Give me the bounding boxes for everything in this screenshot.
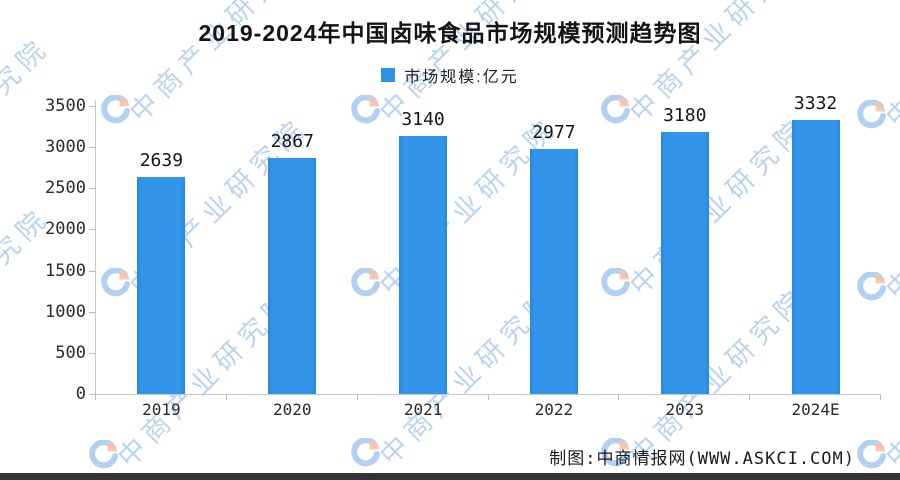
y-axis-tick — [89, 270, 95, 272]
y-axis-tick — [89, 106, 95, 107]
x-axis-tick — [749, 395, 751, 400]
y-axis-tick — [89, 229, 95, 231]
value-label-2020: 2867 — [270, 131, 314, 153]
askci-logo-icon — [857, 440, 886, 469]
y-axis-label-500: 500 — [55, 342, 86, 363]
x-axis-label-2024E: 2024E — [791, 400, 840, 419]
y-axis-tick — [89, 352, 95, 354]
value-label-2024E: 3332 — [793, 92, 838, 114]
x-axis-tick — [356, 395, 358, 400]
legend-label: 市场规模:亿元 — [404, 69, 519, 86]
source-note: 制图:中商情报网(WWW.ASKCI.COM) — [549, 449, 855, 469]
legend-swatch — [381, 68, 396, 82]
value-label-2019: 2639 — [139, 149, 184, 171]
y-axis-label-1500: 1500 — [45, 260, 86, 281]
y-axis-label-3000: 3000 — [45, 137, 86, 158]
x-axis-label-2022: 2022 — [534, 400, 574, 419]
y-axis-tick — [89, 311, 95, 313]
askci-logo-icon — [89, 440, 118, 469]
x-axis-tick — [618, 395, 620, 400]
x-axis-label-2020: 2020 — [272, 400, 312, 419]
x-axis-label-2021: 2021 — [403, 400, 443, 419]
y-axis-tick — [89, 188, 95, 190]
y-axis-label-1000: 1000 — [45, 301, 86, 322]
x-axis-label-2023: 2023 — [665, 400, 705, 419]
bar-2024E — [791, 119, 840, 394]
chart-title: 2019-2024年中国卤味食品市场规模预测趋势图 — [198, 20, 702, 46]
value-label-2023: 3180 — [663, 105, 707, 127]
value-label-2022: 2977 — [532, 122, 576, 144]
legend: 市场规模:亿元 — [0, 63, 900, 87]
bar-2022 — [529, 149, 578, 394]
y-axis-label-2000: 2000 — [45, 219, 86, 240]
x-axis-label-2019: 2019 — [142, 400, 181, 419]
y-axis-tick — [89, 147, 95, 149]
y-axis-label-0: 0 — [75, 384, 86, 404]
bar-2020 — [268, 158, 317, 394]
bar-2019 — [137, 176, 186, 394]
askci-logo-icon — [351, 438, 380, 467]
x-axis-tick — [95, 395, 96, 400]
plot-area: 2639 2019 2867 2020 3140 2021 2977 2022 3180 2023… — [95, 93, 881, 419]
bar-2021 — [399, 135, 448, 394]
bar-2023 — [660, 132, 709, 394]
value-label-2021: 3140 — [401, 108, 445, 130]
bottom-strip — [0, 473, 900, 480]
x-axis-tick — [880, 395, 881, 400]
y-axis-label-3500: 3500 — [45, 96, 86, 116]
y-axis-tick — [89, 394, 95, 395]
x-axis-tick — [487, 395, 489, 400]
y-axis-label-2500: 2500 — [45, 178, 86, 199]
x-axis-tick — [225, 395, 227, 400]
